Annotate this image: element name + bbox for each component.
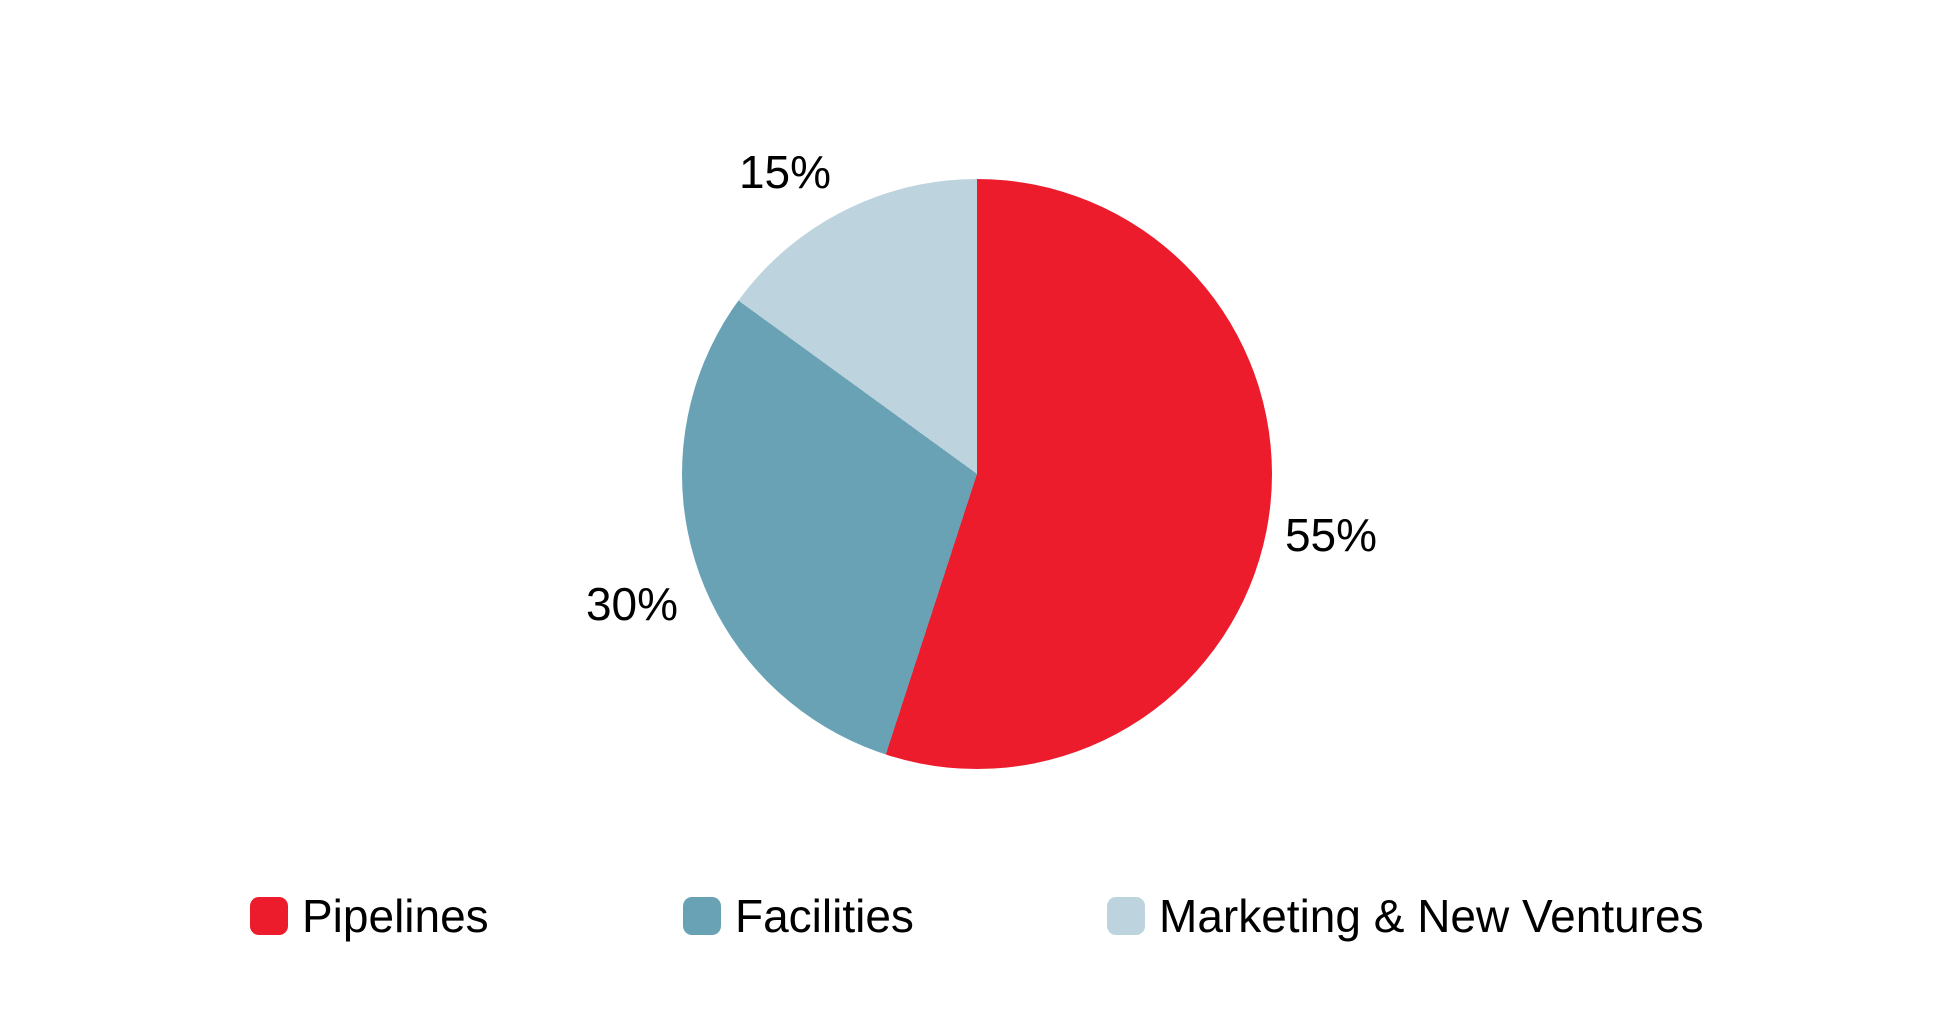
legend-item-facilities: Facilities (683, 892, 914, 940)
pie-chart (682, 179, 1272, 769)
legend-swatch-pipelines (250, 897, 288, 935)
legend-swatch-facilities (683, 897, 721, 935)
slice-label-facilities: 30% (585, 578, 679, 630)
legend-label-facilities: Facilities (735, 890, 914, 942)
legend-label-marketing-new-ventures: Marketing & New Ventures (1159, 890, 1704, 942)
legend-label-pipelines: Pipelines (302, 890, 489, 942)
slice-label-pipelines: 55% (1284, 509, 1378, 561)
slice-label-marketing-new-ventures: 15% (738, 146, 832, 198)
legend-item-marketing-new-ventures: Marketing & New Ventures (1107, 892, 1704, 940)
legend-item-pipelines: Pipelines (250, 892, 489, 940)
legend-swatch-marketing-new-ventures (1107, 897, 1145, 935)
legend: Pipelines Facilities Marketing & New Ven… (0, 892, 1942, 948)
